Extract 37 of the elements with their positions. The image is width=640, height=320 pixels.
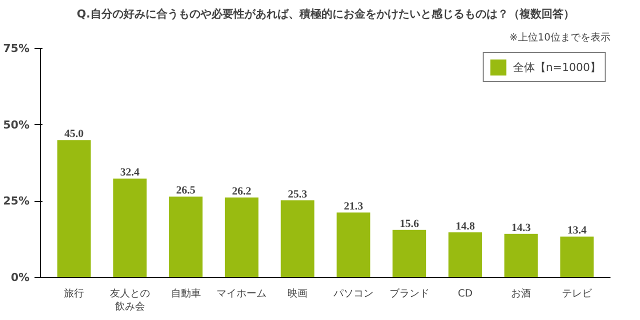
data-label: 14.3 [511,222,532,234]
bar [504,234,538,278]
x-tick-label: 映画 [288,288,308,300]
data-label: 26.2 [232,186,252,198]
data-label: 15.6 [400,218,420,230]
x-tick-label: 自動車 [170,288,201,300]
data-label: 45.0 [64,128,84,140]
x-tick-label: テレビ [562,288,593,300]
data-label: 26.5 [176,184,196,197]
bar [280,200,314,278]
y-tick-label: 25% [3,194,30,208]
data-label: 13.4 [567,224,588,237]
y-tick-label: 50% [3,118,30,132]
bar [392,230,426,278]
data-label: 14.8 [456,220,476,232]
y-tick-label: 75% [3,42,30,55]
y-tick-label: 0% [10,271,30,284]
data-label: 32.4 [120,166,140,179]
text: ※上位10位までを表示 [509,32,611,44]
x-tick-label: マイホーム [216,288,267,300]
x-tick-label: パソコン [332,288,374,300]
x-tick-label: お酒 [511,288,532,300]
bar [113,178,147,278]
bar [448,232,482,278]
x-tick-label: CD [458,288,473,300]
bar [57,140,91,278]
bar [224,198,258,278]
x-tick-label: 旅行 [64,288,84,300]
chart-title: Q.自分の好みに合うものや必要性があれば、積極的にお金をかけたいと感じるものは？（複数回答） [76,8,574,20]
bar [169,196,203,278]
x-tick-label: 友人との飲み会 [110,288,150,313]
data-label: 21.3 [344,200,364,212]
data-label: 25.3 [288,188,308,200]
x-tick-label: ブランド [389,288,430,300]
legend-label: 全体【n=1000】 [512,60,601,74]
bar [336,212,370,278]
bar [560,236,594,278]
